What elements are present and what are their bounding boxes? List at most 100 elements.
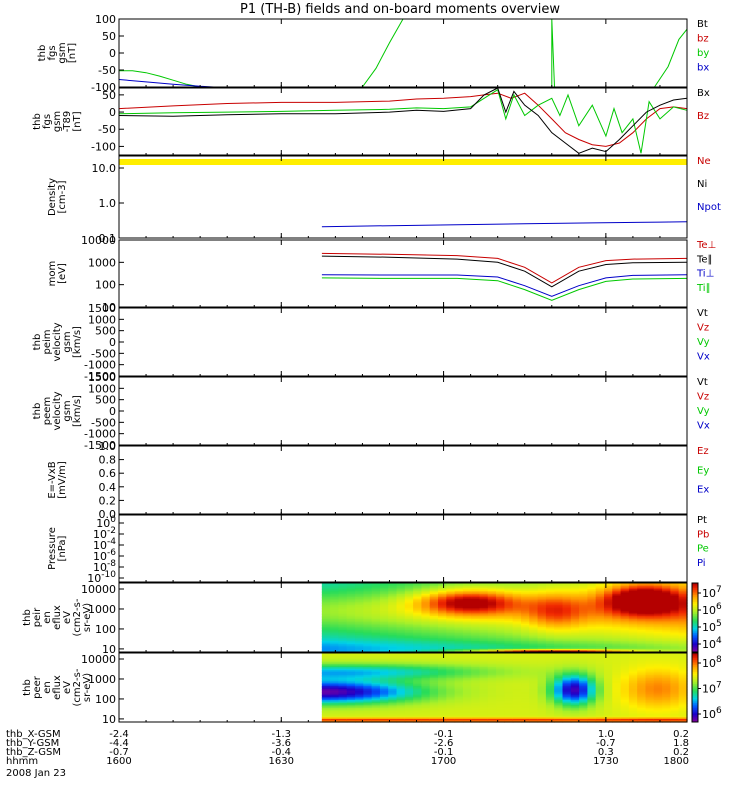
heatmap-cell [338, 678, 348, 681]
heatmap-cell [404, 626, 414, 630]
heatmap-cell [512, 590, 522, 594]
heatmap-cell [620, 711, 630, 714]
heatmap-cell [371, 701, 381, 704]
heatmap-cell [645, 636, 655, 639]
heatmap-cell [670, 622, 680, 625]
heatmap-cell [554, 601, 564, 604]
heatmap-cell [421, 631, 431, 634]
heatmap-cell [404, 642, 414, 645]
heatmap-cell [404, 612, 414, 615]
heatmap-cell [521, 657, 530, 660]
heatmap-cell [570, 633, 580, 636]
heatmap-cell [496, 603, 506, 606]
heatmap-cell [321, 704, 331, 707]
heatmap-cell [512, 595, 522, 598]
heatmap-cell [653, 660, 663, 664]
heatmap-cell [628, 670, 638, 673]
heatmap-cell [512, 668, 522, 671]
heatmap-cell [330, 717, 340, 720]
heatmap-cell [379, 595, 389, 598]
heatmap-cell [413, 633, 423, 636]
heatmap-cell [604, 674, 613, 678]
heatmap-cell [454, 703, 464, 706]
heatmap-cell [637, 673, 647, 676]
heatmap-cell [604, 685, 613, 689]
heatmap-cell [645, 711, 655, 714]
heatmap-cell [620, 609, 630, 612]
heatmap-cell [471, 712, 481, 715]
heatmap-cell [404, 707, 414, 711]
heatmap-cell [504, 656, 514, 659]
heatmap-cell [355, 614, 364, 617]
heatmap-cell [587, 679, 597, 682]
heatmap-cell [537, 696, 547, 700]
heatmap-cell [562, 609, 572, 612]
heatmap-cell [371, 698, 381, 701]
heatmap-cell [628, 690, 638, 693]
heatmap-cell [330, 687, 340, 690]
heatmap-cell [429, 620, 439, 623]
heatmap-cell [545, 633, 555, 636]
heatmap-cell [645, 674, 655, 678]
heatmap-cell [371, 645, 381, 648]
heatmap-cell [653, 698, 663, 701]
colorbar-segment [692, 656, 698, 659]
heatmap-cell [396, 637, 406, 641]
heatmap-cell [438, 676, 447, 679]
heatmap-cell [355, 653, 364, 656]
heatmap-cell [496, 682, 506, 685]
heatmap-cell [487, 614, 497, 617]
heatmap-cell [330, 706, 340, 709]
heatmap-cell [413, 703, 423, 706]
heatmap-cell [487, 601, 497, 604]
colorbar-segment [692, 584, 698, 587]
heatmap-cell [446, 689, 456, 692]
heatmap-cell [454, 673, 464, 676]
heatmap-cell [454, 603, 464, 606]
heatmap-cell [346, 679, 356, 682]
heatmap-cell [388, 612, 398, 615]
heatmap-cell [355, 689, 364, 692]
heatmap-cell [413, 673, 423, 676]
heatmap-cell [429, 693, 439, 696]
heatmap-cell [321, 693, 331, 696]
heatmap-cell [545, 645, 555, 648]
heatmap-cell [529, 711, 539, 714]
heatmap-cell [628, 587, 638, 590]
heatmap-cell [612, 681, 622, 684]
heatmap-cell [404, 704, 414, 707]
heatmap-cell [620, 709, 630, 712]
heatmap-cell [330, 718, 340, 722]
heatmap-cell [637, 595, 647, 598]
heatmap-cell [321, 711, 331, 714]
heatmap-cell [512, 603, 522, 606]
heatmap-cell [346, 718, 356, 722]
heatmap-cell [537, 715, 547, 718]
heatmap-cell [562, 657, 572, 660]
heatmap-cell [479, 653, 489, 656]
heatmap-cell [462, 674, 472, 678]
heatmap-cell [413, 611, 423, 614]
heatmap-cell [620, 637, 630, 641]
heatmap-cell [662, 637, 671, 641]
heatmap-cell [554, 614, 564, 617]
heatmap-cell [454, 657, 464, 660]
heatmap-cell [620, 707, 630, 711]
heatmap-cell [554, 657, 564, 660]
heatmap-cell [545, 712, 555, 715]
heatmap-cell [363, 648, 373, 652]
heatmap-cell [321, 690, 331, 693]
heatmap-cell [429, 703, 439, 706]
heatmap-cell [496, 622, 506, 625]
heatmap-cell [521, 665, 530, 668]
heatmap-cell [338, 641, 348, 644]
heatmap-cell [421, 662, 431, 665]
heatmap-cell [396, 653, 406, 656]
heatmap-cell [379, 617, 389, 620]
heatmap-cell [396, 707, 406, 711]
heatmap-cell [645, 637, 655, 641]
colorbar-segment [692, 711, 698, 714]
heatmap-cell [355, 684, 364, 687]
heatmap-cell [371, 603, 381, 606]
